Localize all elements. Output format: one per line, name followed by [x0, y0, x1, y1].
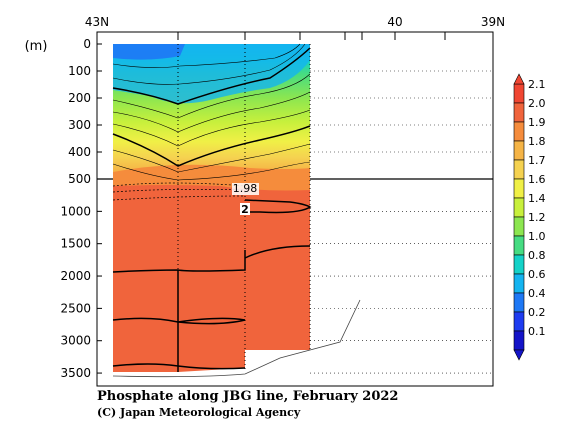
- y-tick-label: 1500: [60, 237, 91, 251]
- colorbar-segment: [513, 178, 525, 199]
- plot-frame: [96, 31, 494, 387]
- upper-lowest-zone: [113, 44, 185, 60]
- contour-label: 2: [241, 203, 249, 216]
- colorbar-segment: [513, 121, 525, 142]
- colorbar-label: 2.1: [528, 78, 546, 91]
- y-tick-label: 0: [83, 37, 91, 51]
- colorbar-label: 0.2: [528, 306, 546, 319]
- upper-contours: [112, 43, 311, 181]
- x-tick-label: 39N: [481, 15, 505, 29]
- colorbar-bottom-arrow: [513, 349, 525, 361]
- y-tick-label: 2500: [60, 301, 91, 315]
- colorbar-segment: [513, 159, 525, 180]
- y-tick-label: 200: [68, 91, 91, 105]
- colorbar-label: 0.1: [528, 325, 546, 338]
- contour-label-group: 1.98 2: [232, 182, 259, 216]
- x-tick-label: 43N: [85, 15, 109, 29]
- colorbar-segment: [513, 140, 525, 161]
- upper-low-phosphate-zone: [113, 44, 310, 104]
- contour-label: 1.98: [233, 182, 258, 195]
- colorbar-segment: [513, 254, 525, 275]
- chart-credit: (C) Japan Meteorological Agency: [97, 406, 301, 419]
- lower-transition-fill: [113, 179, 310, 191]
- lower-panel-fill: [113, 179, 310, 372]
- colorbar-label: 1.9: [528, 116, 546, 129]
- colorbar-label: 1.0: [528, 230, 546, 243]
- colorbar-segment: [513, 216, 525, 237]
- chart-title: Phosphate along JBG line, February 2022: [97, 389, 398, 404]
- colorbar-segment: [513, 311, 525, 332]
- lower-contours: [112, 182, 312, 372]
- seafloor-line: [112, 299, 361, 378]
- colorbar-segment: [513, 83, 525, 104]
- colorbar-segment: [513, 273, 525, 294]
- y-tick-label: 3500: [60, 366, 91, 380]
- colorbar-segment: [513, 102, 525, 123]
- colorbar-segment: [513, 330, 525, 351]
- colorbar-segment: [513, 292, 525, 313]
- y-tick-label: 300: [68, 118, 91, 132]
- colorbar-label: 0.8: [528, 249, 546, 262]
- y-tick-label: 3000: [60, 334, 91, 348]
- colorbar: 2.1 2.0 1.9 1.8 1.7 1.6 1.4 1.2 1.0 0.8 0.6 0.4 0.2 0…: [513, 73, 546, 361]
- y-tick-label: 2000: [60, 269, 91, 283]
- colorbar-label: 1.8: [528, 135, 546, 148]
- colorbar-label: 1.2: [528, 211, 546, 224]
- colorbar-label: 2.0: [528, 97, 546, 110]
- y-tick-label: 400: [68, 145, 91, 159]
- colorbar-top-arrow: [513, 73, 525, 85]
- colorbar-segment: [513, 197, 525, 218]
- y-tick-label: 500: [68, 172, 91, 186]
- x-axis-top: 43N 40 39N: [85, 15, 505, 29]
- x-tick-label: 40: [387, 15, 402, 29]
- y-tick-label: 100: [68, 64, 91, 78]
- colorbar-label: 1.4: [528, 192, 546, 205]
- colorbar-label: 1.7: [528, 154, 546, 167]
- colorbar-label: 0.4: [528, 287, 546, 300]
- y-axis: 0 100 200 300 400 500 1000 1500 2000 2500 3000 3500: [60, 32, 494, 380]
- colorbar-segment: [513, 235, 525, 256]
- y-tick-label: 1000: [60, 204, 91, 218]
- colorbar-label: 0.6: [528, 268, 546, 281]
- upper-deep-fill: [113, 164, 310, 179]
- y-axis-unit: (m): [25, 39, 48, 54]
- colorbar-label: 1.6: [528, 173, 546, 186]
